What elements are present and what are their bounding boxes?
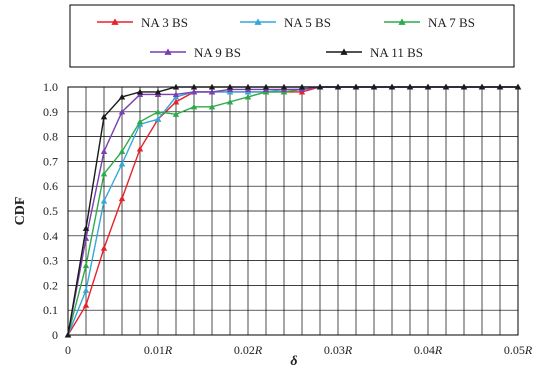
legend-swatch-marker (111, 18, 119, 25)
gridlines (67, 86, 519, 336)
y-tick-label: 0.8 (43, 130, 58, 144)
x-axis-title: δ (290, 354, 297, 369)
data-point (172, 98, 180, 105)
y-tick-label: 0.2 (43, 278, 58, 292)
legend-item: NA 11 BS (326, 45, 423, 60)
data-point (100, 148, 108, 155)
data-point (334, 83, 342, 90)
data-point (172, 83, 180, 90)
data-point (82, 262, 90, 269)
y-tick-label: 0.6 (43, 179, 58, 193)
data-point (82, 302, 90, 308)
data-point (154, 88, 162, 95)
x-tick-label: 0.01R (144, 343, 173, 357)
data-point (496, 83, 504, 90)
data-point (172, 111, 180, 117)
data-point (118, 93, 126, 100)
data-point (280, 83, 288, 90)
x-tick-label: 0.03R (324, 343, 353, 357)
y-tick-label: 0.9 (43, 105, 58, 119)
series-line (67, 86, 518, 336)
legend-swatch-marker (340, 48, 348, 55)
data-point (226, 83, 234, 90)
x-tick-label: 0 (65, 343, 71, 357)
x-tick-label: 0.02R (234, 343, 263, 357)
data-point (136, 145, 144, 152)
data-point (262, 83, 270, 90)
data-point (190, 88, 198, 95)
legend-item: NA 7 BS (384, 15, 475, 30)
data-point (64, 331, 72, 338)
data-point (100, 197, 108, 204)
data-point (424, 83, 432, 90)
data-point (190, 103, 198, 110)
data-point (82, 225, 90, 231)
y-tick-label: 0.4 (43, 229, 58, 243)
y-tick-label: 1.0 (43, 80, 58, 94)
data-point (136, 88, 144, 95)
legend-swatch-marker (398, 18, 406, 25)
data-point (460, 83, 468, 90)
data-point (118, 108, 126, 115)
data-point (100, 113, 108, 120)
legend-item: NA 9 BS (150, 45, 241, 60)
legend-swatch-marker (164, 48, 172, 55)
data-point (82, 287, 90, 293)
data-point (226, 98, 234, 105)
data-point (118, 148, 126, 155)
legend-swatch-marker (254, 18, 262, 25)
x-tick-label: 0.04R (414, 343, 443, 357)
legend-item: NA 3 BS (97, 15, 188, 30)
data-point (244, 83, 252, 90)
legend-item: NA 5 BS (240, 15, 331, 30)
data-point (190, 83, 198, 90)
data-point (442, 83, 450, 90)
data-point (154, 116, 162, 122)
data-point (388, 83, 396, 90)
data-point (100, 170, 108, 177)
data-point (208, 83, 216, 90)
data-point (316, 83, 324, 90)
legend-label: NA 11 BS (370, 45, 423, 60)
data-point (298, 83, 306, 90)
legend-label: NA 7 BS (428, 15, 475, 30)
tick-labels: 0 0.1 0.2 0.3 0.4 0.5 0.6 0.7 0.8 0.9 1.0 0 0.01R 0.0… (43, 80, 533, 357)
data-point (100, 245, 108, 251)
data-point (244, 93, 252, 100)
legend: NA 3 BS NA 5 BS NA 7 BS NA 9 BS NA 11 BS (69, 4, 515, 68)
legend-label: NA 3 BS (141, 15, 188, 30)
legend-box (69, 4, 515, 68)
y-tick-label: 0 (52, 328, 58, 342)
data-point (172, 91, 180, 97)
data-point (406, 83, 414, 90)
data-point (370, 83, 378, 90)
y-tick-label: 0.1 (43, 303, 58, 317)
legend-label: NA 9 BS (194, 45, 241, 60)
data-point (118, 195, 126, 202)
data-point (136, 118, 144, 125)
data-point (514, 83, 522, 90)
y-tick-label: 0.7 (43, 154, 58, 168)
data-point (208, 103, 216, 110)
y-axis-title: CDF (13, 197, 28, 226)
data-point (154, 108, 162, 115)
data-point (208, 88, 216, 95)
y-tick-label: 0.3 (43, 254, 58, 268)
y-tick-label: 0.5 (43, 204, 58, 218)
series-na-11-bs (64, 83, 522, 338)
legend-label: NA 5 BS (284, 15, 331, 30)
data-point (478, 83, 486, 90)
series-layer (64, 83, 522, 338)
data-point (352, 83, 360, 90)
x-tick-label: 0.05R (504, 343, 533, 357)
data-point (118, 160, 126, 167)
